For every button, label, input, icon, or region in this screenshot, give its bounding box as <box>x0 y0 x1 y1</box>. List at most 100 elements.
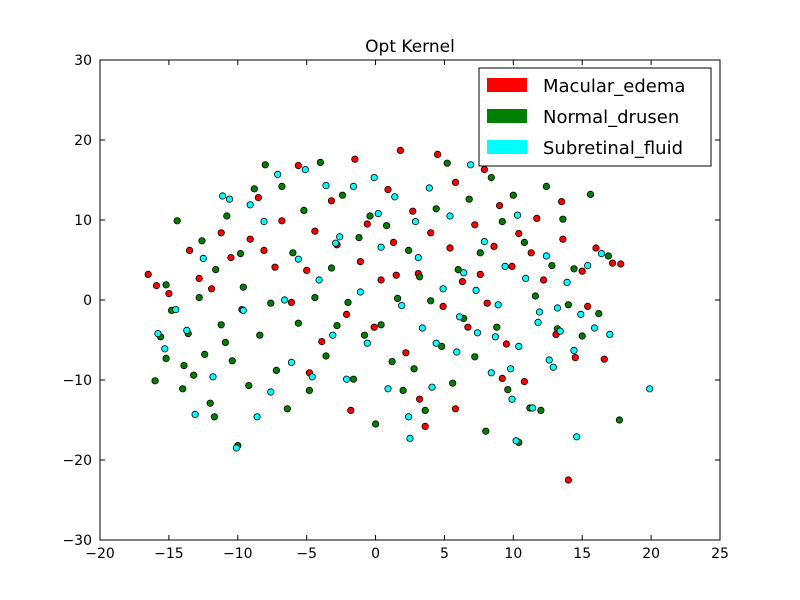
point-macular-edema <box>342 310 351 318</box>
point-subretinal-fluid <box>219 192 227 200</box>
point-subretinal-fluid <box>466 161 475 169</box>
point-normal-drusen <box>586 190 595 198</box>
legend-label-macular-edema: Macular_edema <box>543 76 685 97</box>
point-subretinal-fluid <box>590 324 599 332</box>
point-normal-drusen <box>289 249 297 257</box>
point-normal-drusen <box>371 420 380 428</box>
point-subretinal-fluid <box>584 261 592 270</box>
legend-swatch-macular-edema <box>487 78 527 92</box>
points-layer <box>144 146 654 484</box>
point-normal-drusen <box>333 321 341 330</box>
x-tick-label: 0 <box>371 546 380 562</box>
point-normal-drusen <box>305 386 313 394</box>
point-macular-edema <box>311 227 319 235</box>
point-macular-edema <box>227 254 235 262</box>
point-macular-edema <box>287 298 296 306</box>
point-subretinal-fluid <box>508 395 516 403</box>
point-subretinal-fluid <box>191 410 199 418</box>
point-subretinal-fluid <box>225 195 234 203</box>
point-subretinal-fluid <box>491 333 499 341</box>
point-macular-edema <box>144 270 152 278</box>
point-normal-drusen <box>198 237 206 245</box>
point-subretinal-fluid <box>425 184 433 192</box>
point-subretinal-fluid <box>370 174 378 182</box>
point-normal-drusen <box>239 283 247 291</box>
point-subretinal-fluid <box>322 182 330 190</box>
point-subretinal-fluid <box>472 286 480 294</box>
point-macular-edema <box>564 476 573 484</box>
x-tick-label: 15 <box>573 546 591 562</box>
legend-swatch-normal-drusen <box>487 109 527 123</box>
point-normal-drusen <box>564 301 573 309</box>
point-normal-drusen <box>449 379 457 387</box>
point-normal-drusen <box>454 265 462 274</box>
point-normal-drusen <box>173 217 181 225</box>
point-subretinal-fluid <box>274 170 282 178</box>
point-subretinal-fluid <box>570 346 578 354</box>
point-macular-edema <box>495 202 504 210</box>
legend-label-normal-drusen: Normal_drusen <box>543 107 679 128</box>
point-normal-drusen <box>427 297 435 305</box>
point-subretinal-fluid <box>294 255 302 263</box>
point-macular-edema <box>571 353 579 362</box>
point-normal-drusen <box>212 265 220 274</box>
point-subretinal-fluid <box>522 274 530 282</box>
x-tick-label: −10 <box>223 546 253 562</box>
point-subretinal-fluid <box>342 375 351 383</box>
point-subretinal-fluid <box>183 326 191 334</box>
point-normal-drusen <box>327 264 336 272</box>
point-macular-edema <box>527 249 535 257</box>
point-subretinal-fluid <box>446 212 454 220</box>
point-macular-edema <box>392 271 400 279</box>
point-normal-drusen <box>404 246 413 254</box>
point-normal-drusen <box>570 265 578 273</box>
point-normal-drusen <box>355 234 363 242</box>
x-tick-label: 5 <box>440 546 449 562</box>
point-subretinal-fluid <box>253 413 261 421</box>
point-normal-drusen <box>443 159 451 167</box>
point-macular-edema <box>458 277 466 286</box>
point-subretinal-fluid <box>577 310 585 318</box>
point-subretinal-fluid <box>331 239 340 247</box>
point-normal-drusen <box>487 174 495 182</box>
point-normal-drusen <box>322 352 330 360</box>
point-normal-drusen <box>504 385 512 394</box>
point-subretinal-fluid <box>501 262 509 270</box>
point-normal-drusen <box>578 332 586 340</box>
point-subretinal-fluid <box>494 301 502 309</box>
point-normal-drusen <box>432 205 440 213</box>
point-macular-edema <box>217 229 225 237</box>
point-normal-drusen <box>393 294 402 302</box>
point-normal-drusen <box>377 321 385 329</box>
point-macular-edema <box>421 422 429 430</box>
point-macular-edema <box>600 355 608 363</box>
point-macular-edema <box>254 194 262 202</box>
point-normal-drusen <box>399 386 407 394</box>
point-normal-drusen <box>509 191 517 199</box>
point-subretinal-fluid <box>606 330 614 338</box>
point-subretinal-fluid <box>199 254 207 262</box>
point-macular-edema <box>363 220 371 228</box>
point-normal-drusen <box>537 406 545 414</box>
point-subretinal-fluid <box>515 342 523 350</box>
point-macular-edema <box>617 260 625 268</box>
point-normal-drusen <box>415 273 424 281</box>
point-subretinal-fluid <box>356 288 364 296</box>
point-macular-edema <box>260 246 268 254</box>
point-subretinal-fluid <box>480 238 488 246</box>
point-macular-edema <box>464 323 472 331</box>
point-normal-drusen <box>482 427 490 435</box>
y-tick-label: −20 <box>62 453 92 469</box>
point-normal-drusen <box>210 413 218 421</box>
point-subretinal-fluid <box>280 296 289 304</box>
y-tick-label: 30 <box>74 53 92 69</box>
point-normal-drusen <box>223 212 231 220</box>
point-macular-edema <box>278 217 286 225</box>
point-macular-edema <box>539 276 548 284</box>
point-subretinal-fluid <box>172 305 180 314</box>
point-normal-drusen <box>278 182 286 190</box>
point-subretinal-fluid <box>513 211 522 219</box>
point-subretinal-fluid <box>349 182 358 190</box>
point-normal-drusen <box>256 331 264 339</box>
